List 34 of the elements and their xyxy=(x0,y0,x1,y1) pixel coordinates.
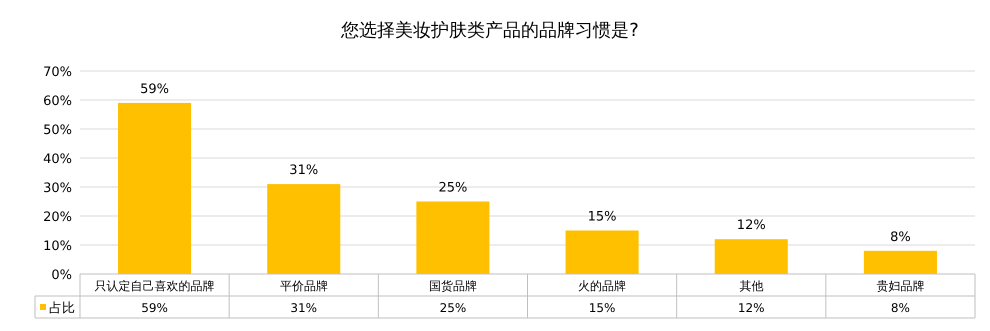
bar xyxy=(416,202,490,274)
data-label: 25% xyxy=(440,301,466,315)
x-tick-label: 火的品牌 xyxy=(578,279,626,293)
x-tick-label: 只认定自己喜欢的品牌 xyxy=(94,279,215,293)
chart-title: 您选择美妆护肤类产品的品牌习惯是? xyxy=(340,20,639,41)
y-tick-label: 40% xyxy=(43,152,72,167)
data-label: 59% xyxy=(141,301,168,315)
y-tick-label: 70% xyxy=(43,65,72,80)
data-label: 12% xyxy=(738,301,765,315)
y-tick-label: 60% xyxy=(43,94,72,109)
x-tick-label: 其他 xyxy=(739,279,764,293)
y-tick-label: 20% xyxy=(43,210,72,225)
data-label: 15% xyxy=(588,301,616,315)
y-tick-label: 30% xyxy=(43,181,72,196)
data-label: 8% xyxy=(890,301,910,315)
text: 25% xyxy=(438,180,468,196)
text: 59% xyxy=(140,82,170,97)
legend-label: 占比 xyxy=(49,301,75,316)
data-label: 31% xyxy=(290,301,318,315)
bar xyxy=(864,250,937,274)
x-tick-label: 贵妇品牌 xyxy=(876,279,924,293)
text: 12% xyxy=(736,218,766,234)
x-tick-label: 平价品牌 xyxy=(280,279,328,293)
bar xyxy=(267,184,340,274)
bar xyxy=(118,102,192,274)
text: 31% xyxy=(289,163,318,178)
text: 15% xyxy=(588,210,617,224)
bar xyxy=(566,230,639,274)
y-tick-label: 50% xyxy=(43,123,72,138)
bar xyxy=(714,239,788,274)
y-tick-label: 0% xyxy=(51,268,72,283)
y-tick-label: 10% xyxy=(43,239,72,254)
x-tick-label: 国货品牌 xyxy=(428,279,477,293)
text: 8% xyxy=(890,230,911,245)
